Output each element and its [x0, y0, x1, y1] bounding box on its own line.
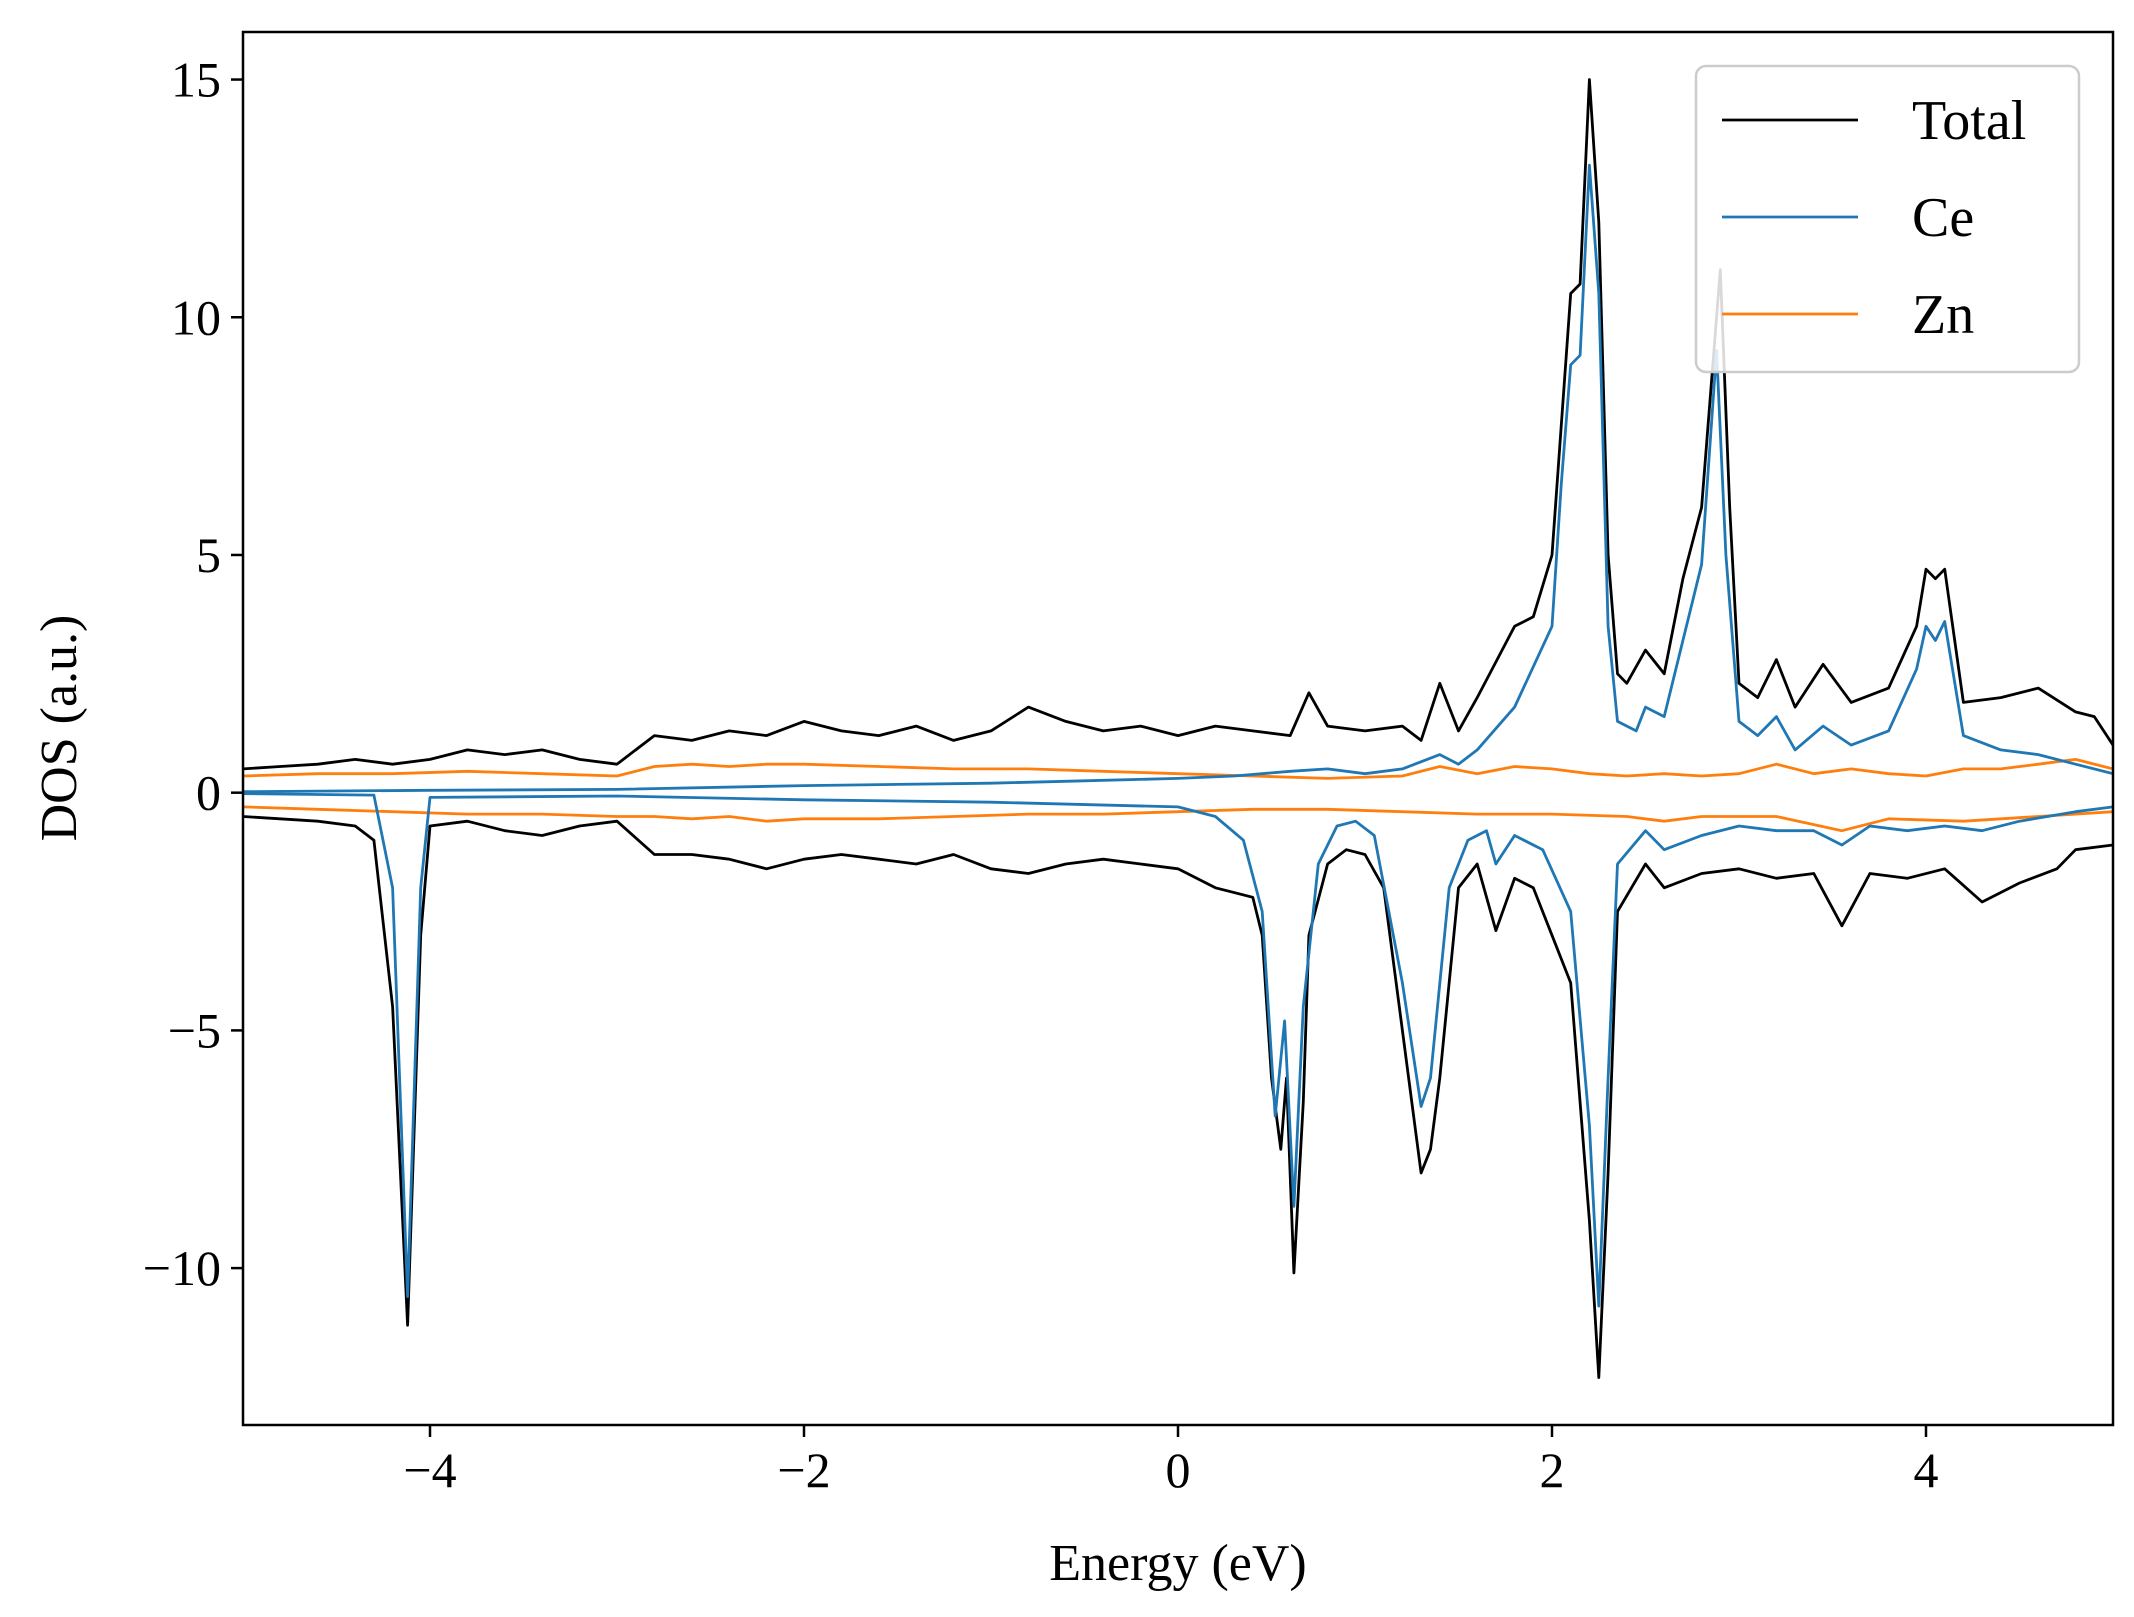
x-tick-label: 0 — [1166, 1442, 1191, 1498]
ce-spin-up-line — [243, 163, 2113, 794]
x-tick-label: −4 — [403, 1442, 456, 1498]
legend-label-zn: Zn — [1912, 284, 1974, 346]
legend-box — [1694, 64, 2081, 374]
legend-label-total: Total — [1912, 90, 2026, 152]
y-axis-label: DOS (a.u.) — [31, 615, 88, 842]
y-tick-label: 0 — [196, 765, 221, 821]
series-layer — [243, 78, 2113, 1379]
ce-spin-down-line — [243, 792, 2113, 1308]
y-tick-label: 15 — [171, 52, 221, 108]
x-tick-label: −2 — [777, 1442, 830, 1498]
y-tick-label: −10 — [143, 1240, 221, 1296]
x-tick-label: 2 — [1540, 1442, 1565, 1498]
total-spin-up-line — [243, 78, 2113, 771]
legend: Total Ce Zn — [1694, 64, 2081, 374]
x-axis: −4 −2 0 2 4 — [403, 1425, 1939, 1498]
x-tick-label: 4 — [1914, 1442, 1939, 1498]
y-tick-label: 10 — [171, 289, 221, 345]
x-axis-label: Energy (eV) — [1049, 1535, 1307, 1592]
total-spin-down-line — [243, 815, 2113, 1379]
zn-spin-down-line — [243, 805, 2113, 833]
y-tick-label: 5 — [196, 527, 221, 583]
legend-label-ce: Ce — [1912, 187, 1974, 249]
y-tick-label: −5 — [168, 1002, 221, 1058]
y-axis: −10 −5 0 5 10 15 — [143, 52, 243, 1296]
zn-spin-up-line — [243, 758, 2113, 780]
